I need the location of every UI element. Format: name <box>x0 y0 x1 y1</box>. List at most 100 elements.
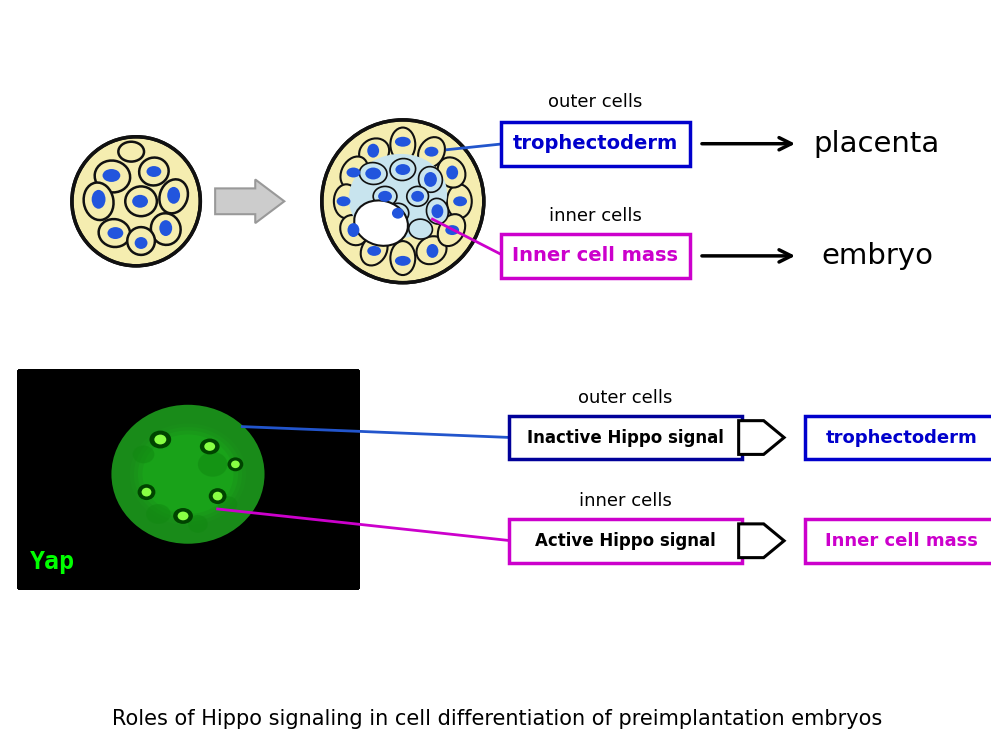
Ellipse shape <box>337 196 350 206</box>
Ellipse shape <box>411 190 424 202</box>
Circle shape <box>72 136 200 266</box>
Ellipse shape <box>446 166 458 179</box>
Text: trophectoderm: trophectoderm <box>826 428 978 446</box>
Ellipse shape <box>390 128 415 161</box>
Circle shape <box>72 136 200 266</box>
FancyBboxPatch shape <box>18 370 358 589</box>
Circle shape <box>72 136 200 266</box>
Ellipse shape <box>132 195 148 208</box>
Circle shape <box>322 120 484 283</box>
Circle shape <box>322 120 484 283</box>
Circle shape <box>72 136 200 266</box>
Circle shape <box>72 136 200 266</box>
FancyBboxPatch shape <box>509 416 742 459</box>
FancyBboxPatch shape <box>18 370 358 589</box>
Circle shape <box>72 136 200 266</box>
FancyBboxPatch shape <box>18 370 358 589</box>
Ellipse shape <box>135 237 147 249</box>
Ellipse shape <box>231 460 240 468</box>
Ellipse shape <box>340 215 368 245</box>
Text: outer cells: outer cells <box>578 388 672 406</box>
Circle shape <box>72 136 200 266</box>
Ellipse shape <box>367 144 379 158</box>
Polygon shape <box>739 524 784 558</box>
FancyBboxPatch shape <box>501 234 690 278</box>
Polygon shape <box>739 421 784 454</box>
FancyBboxPatch shape <box>18 370 358 589</box>
Ellipse shape <box>133 446 154 464</box>
Ellipse shape <box>409 219 432 239</box>
Circle shape <box>72 136 200 266</box>
FancyBboxPatch shape <box>18 370 358 589</box>
FancyBboxPatch shape <box>18 370 358 589</box>
Circle shape <box>322 120 484 283</box>
Text: Yap: Yap <box>29 550 74 574</box>
Ellipse shape <box>213 492 223 500</box>
Ellipse shape <box>138 430 238 518</box>
Circle shape <box>72 136 200 266</box>
Ellipse shape <box>107 227 123 239</box>
Ellipse shape <box>139 158 169 185</box>
FancyBboxPatch shape <box>18 370 358 589</box>
FancyBboxPatch shape <box>18 370 358 589</box>
Circle shape <box>72 136 200 266</box>
Circle shape <box>322 120 484 283</box>
Ellipse shape <box>149 430 171 448</box>
Circle shape <box>322 120 484 283</box>
Circle shape <box>322 120 484 283</box>
Circle shape <box>322 120 484 283</box>
Ellipse shape <box>395 136 411 147</box>
Ellipse shape <box>416 236 447 264</box>
Ellipse shape <box>167 187 180 204</box>
FancyBboxPatch shape <box>18 370 358 589</box>
Text: Inner cell mass: Inner cell mass <box>512 247 678 266</box>
Circle shape <box>322 120 484 283</box>
Ellipse shape <box>392 208 404 219</box>
Ellipse shape <box>173 508 193 524</box>
FancyBboxPatch shape <box>18 370 358 589</box>
Ellipse shape <box>143 434 233 514</box>
Text: Inactive Hippo signal: Inactive Hippo signal <box>527 428 724 446</box>
Ellipse shape <box>367 246 381 256</box>
FancyBboxPatch shape <box>18 370 358 589</box>
Circle shape <box>322 120 484 283</box>
FancyBboxPatch shape <box>18 370 358 589</box>
Text: inner cells: inner cells <box>549 207 642 225</box>
Circle shape <box>322 120 484 283</box>
Ellipse shape <box>426 198 448 224</box>
Circle shape <box>72 136 200 266</box>
Ellipse shape <box>209 488 227 504</box>
Ellipse shape <box>354 200 408 246</box>
Ellipse shape <box>200 439 220 454</box>
Ellipse shape <box>348 224 359 237</box>
Ellipse shape <box>424 172 437 187</box>
Ellipse shape <box>365 167 381 179</box>
Ellipse shape <box>95 160 130 193</box>
Circle shape <box>322 120 484 283</box>
Circle shape <box>322 120 484 283</box>
Ellipse shape <box>99 219 130 247</box>
Circle shape <box>322 120 484 283</box>
Ellipse shape <box>159 179 188 213</box>
FancyBboxPatch shape <box>509 519 742 562</box>
Ellipse shape <box>395 256 411 266</box>
Circle shape <box>322 120 484 283</box>
FancyBboxPatch shape <box>18 370 358 589</box>
FancyBboxPatch shape <box>805 519 998 562</box>
Ellipse shape <box>178 512 188 520</box>
Circle shape <box>72 136 200 266</box>
FancyBboxPatch shape <box>18 370 358 589</box>
Circle shape <box>322 120 484 283</box>
Ellipse shape <box>146 504 171 524</box>
Circle shape <box>72 136 200 266</box>
Ellipse shape <box>418 137 445 168</box>
Ellipse shape <box>125 187 157 216</box>
FancyBboxPatch shape <box>18 370 358 589</box>
Circle shape <box>322 120 484 283</box>
Ellipse shape <box>138 484 155 500</box>
Ellipse shape <box>373 187 397 206</box>
Circle shape <box>72 136 200 266</box>
Circle shape <box>72 136 200 266</box>
Ellipse shape <box>390 158 416 181</box>
FancyBboxPatch shape <box>18 370 358 589</box>
